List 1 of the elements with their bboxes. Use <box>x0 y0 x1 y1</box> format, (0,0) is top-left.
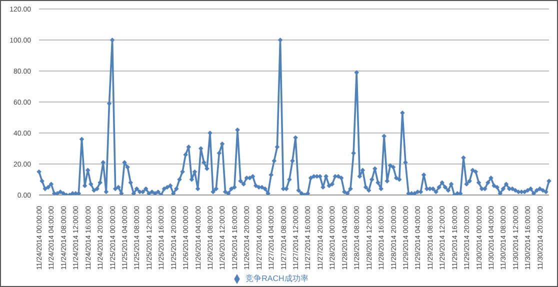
legend-label: 竞争RACH成功率 <box>246 274 308 283</box>
